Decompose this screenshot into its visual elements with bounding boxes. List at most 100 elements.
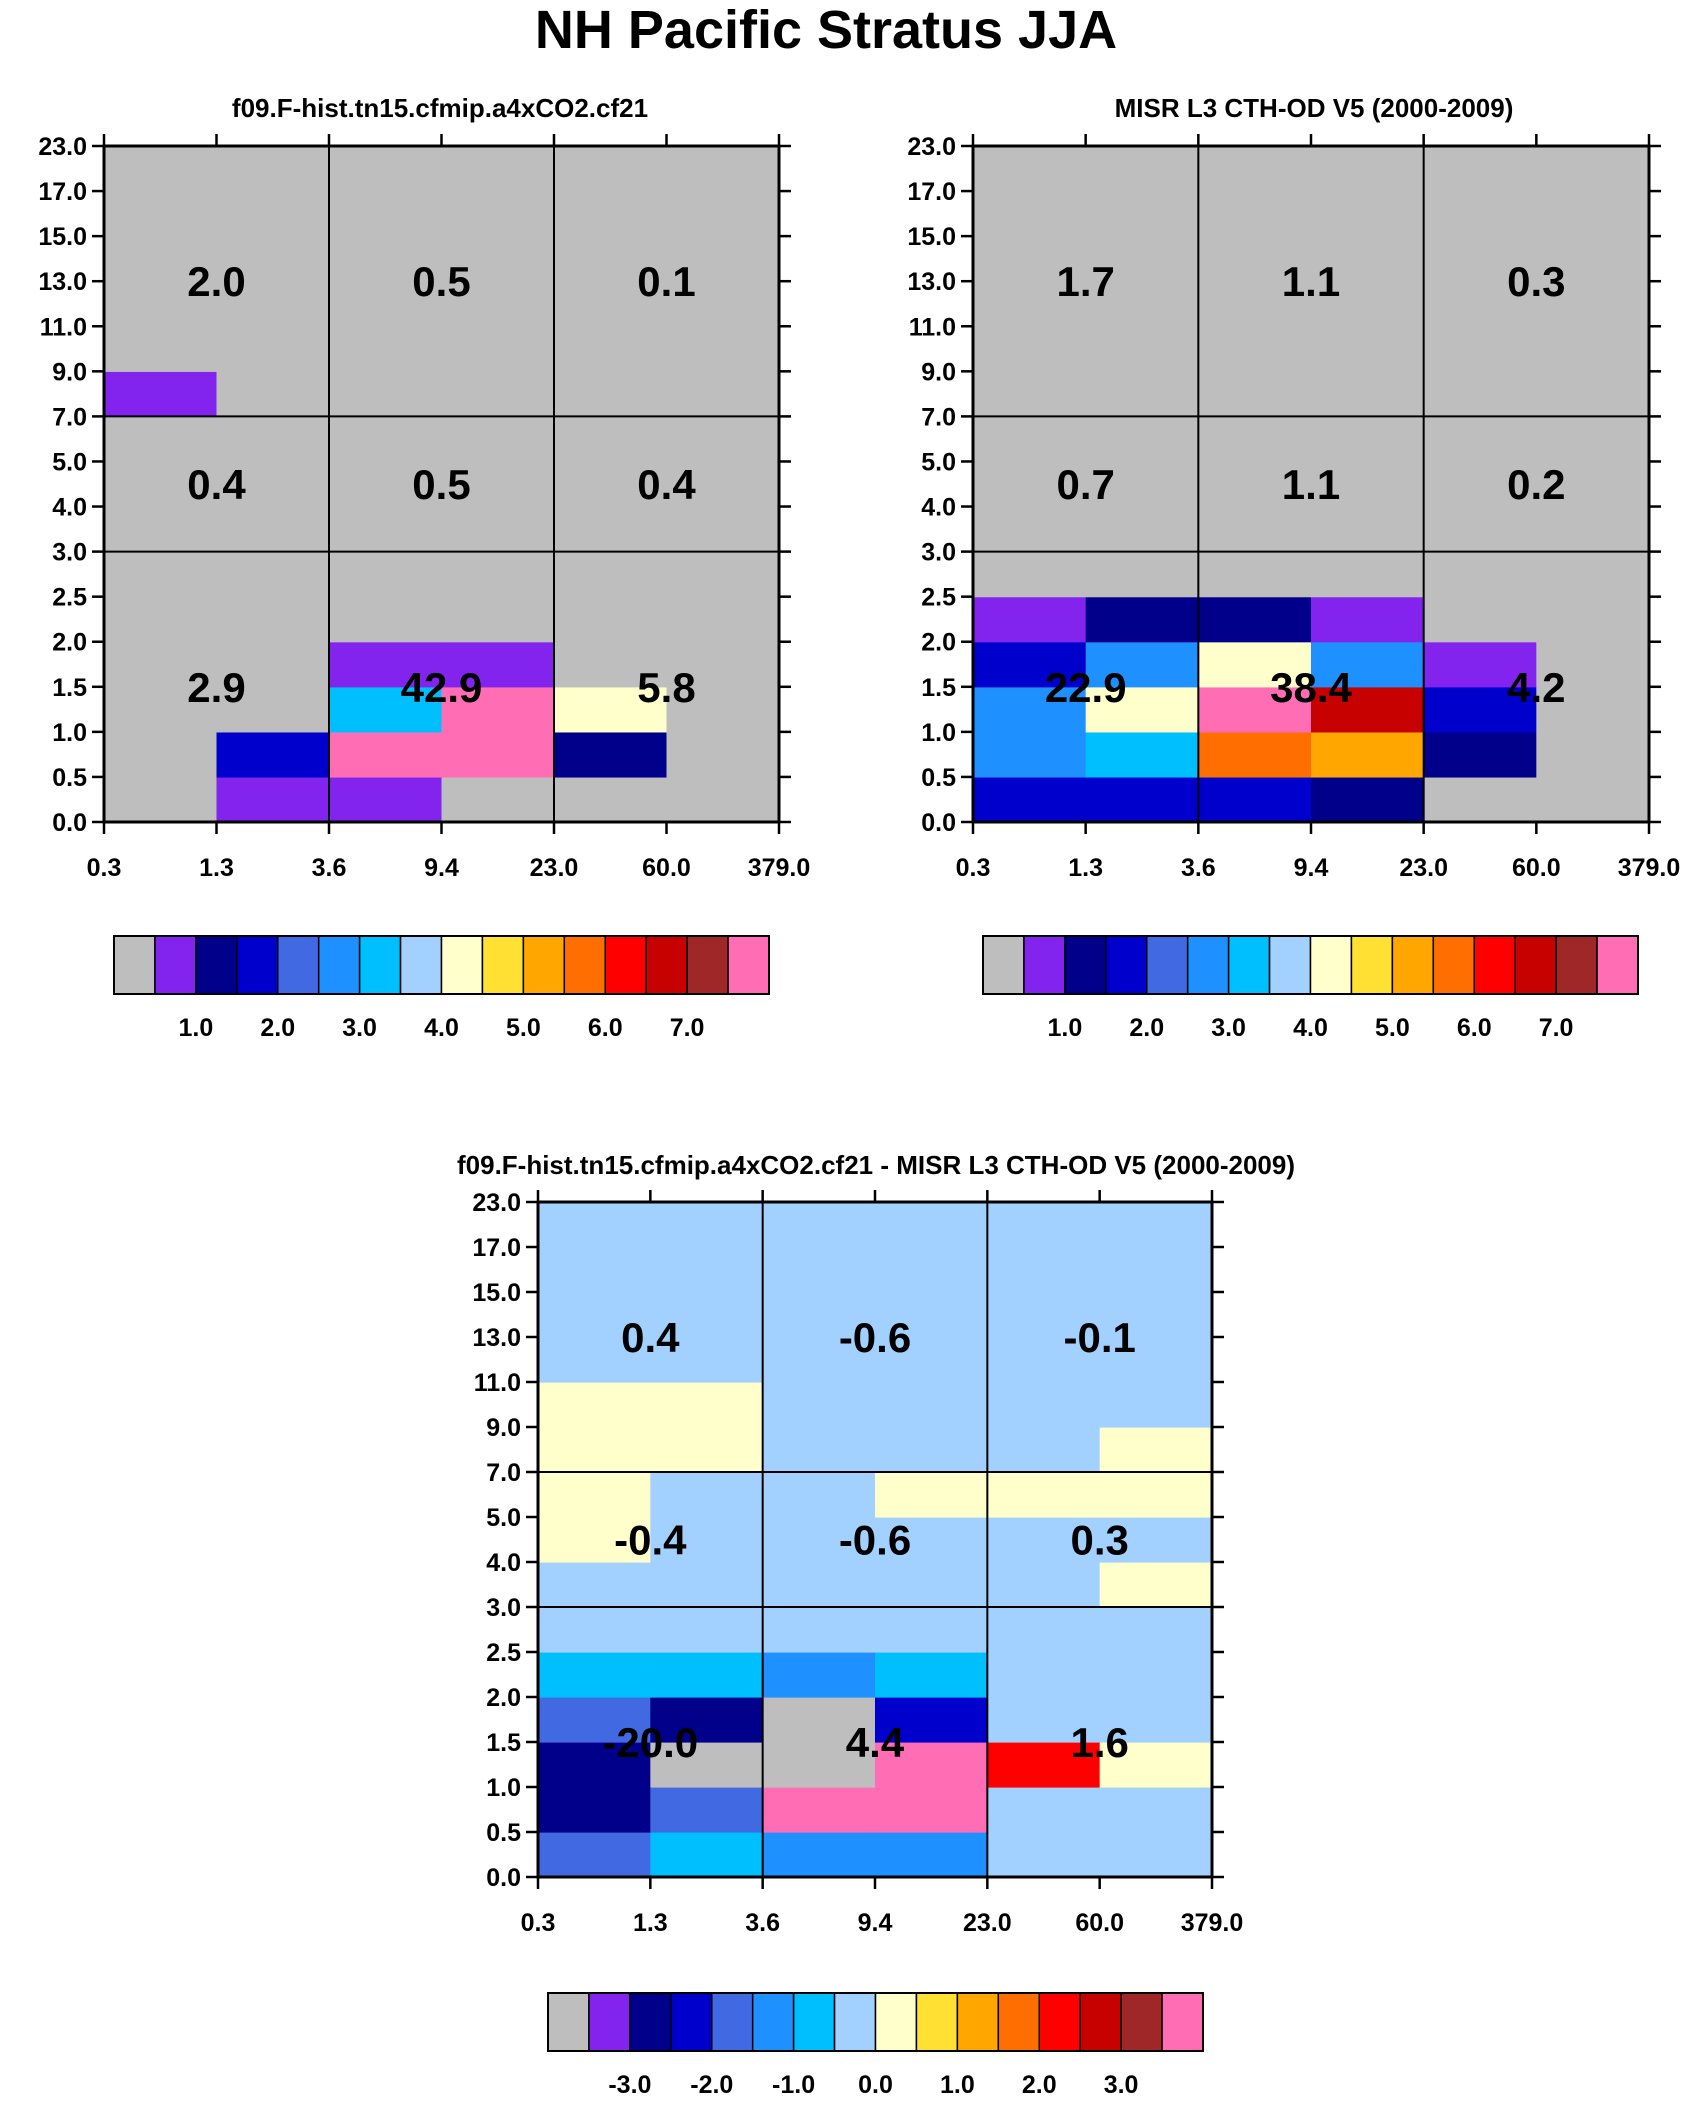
colorbar-label: 6.0 — [588, 1014, 623, 1042]
y-tick-label: 2.5 — [921, 584, 956, 612]
heatmap-cell — [104, 686, 218, 733]
heatmap-cell — [1198, 641, 1312, 688]
heatmap-cell — [538, 1382, 651, 1428]
heatmap-cell — [666, 461, 780, 508]
x-tick-label: 0.3 — [521, 1909, 556, 1937]
y-tick-label: 2.0 — [52, 629, 87, 657]
y-tick-label: 11.0 — [40, 313, 87, 341]
heatmap-cell — [973, 416, 1087, 463]
heatmap-cell — [1536, 326, 1650, 372]
colorbar-swatch — [358, 935, 402, 995]
heatmap-cell — [1198, 146, 1312, 192]
heatmap-cell — [1085, 326, 1199, 372]
heatmap-cell — [538, 1832, 651, 1878]
y-tick-label: 17.0 — [907, 178, 956, 206]
heatmap-cell — [987, 1247, 1101, 1293]
heatmap-cell — [875, 1562, 988, 1608]
heatmap-cell — [538, 1742, 651, 1788]
heatmap-cell — [216, 416, 330, 463]
heatmap-cell — [554, 236, 668, 282]
y-tick-label: 9.0 — [486, 1414, 521, 1442]
box-value-label: 0.5 — [412, 258, 470, 305]
colorbar-swatch — [440, 935, 484, 995]
colorbar-swatch — [604, 935, 647, 995]
heatmap-cell — [216, 326, 330, 372]
heatmap-cell — [216, 146, 330, 192]
heatmap-cell — [875, 1472, 988, 1518]
heatmap-cell — [329, 731, 443, 778]
y-tick-label: 9.0 — [52, 358, 87, 386]
heatmap-cell — [666, 416, 780, 463]
heatmap-cell — [1423, 596, 1537, 643]
heatmap-cell — [554, 281, 668, 327]
heatmap-cell — [987, 1472, 1101, 1518]
heatmap-cell — [538, 1697, 651, 1743]
heatmap-cell — [973, 506, 1087, 553]
heatmap-cell — [104, 461, 218, 508]
heatmap-cell — [554, 641, 668, 688]
x-tick-label: 60.0 — [1075, 1909, 1124, 1937]
y-tick-label: 23.0 — [907, 133, 956, 161]
y-tick-label: 0.5 — [921, 764, 956, 792]
heatmap-cell — [762, 1607, 876, 1653]
heatmap-cell — [987, 1787, 1101, 1833]
heatmap-cell — [104, 776, 218, 823]
heatmap-cell — [554, 506, 668, 553]
heatmap-cell — [650, 1697, 764, 1743]
box-value-label: 4.2 — [1507, 664, 1565, 711]
colorbar-swatch — [1555, 935, 1598, 995]
box-value-label: 22.9 — [1045, 664, 1127, 711]
colorbar-swatch — [727, 935, 770, 995]
y-tick-label: 5.0 — [52, 448, 87, 476]
heatmap-cell — [1311, 731, 1425, 778]
colorbar-label: 3.0 — [1211, 1014, 1246, 1042]
heatmap-cell — [554, 371, 668, 417]
heatmap-cell — [666, 191, 780, 237]
heatmap-cell — [1536, 506, 1650, 553]
heatmap-cell — [329, 776, 443, 823]
heatmap-cell — [1536, 461, 1650, 508]
heatmap-cell — [650, 1607, 764, 1653]
box-value-label: 0.3 — [1507, 258, 1565, 305]
heatmap-cell — [762, 1427, 876, 1473]
heatmap-cell — [1423, 731, 1537, 778]
heatmap-cell — [538, 1607, 651, 1653]
heatmap-cell — [104, 641, 218, 688]
heatmap-cell — [987, 1382, 1101, 1428]
x-tick-label: 3.6 — [1181, 854, 1216, 882]
colorbar-frame — [982, 935, 1639, 995]
box-value-label: 2.9 — [187, 664, 245, 711]
heatmap-cell — [1536, 191, 1650, 237]
heatmap-cell — [1198, 326, 1312, 372]
heatmap-cell — [538, 1247, 651, 1293]
y-tick-label: 0.0 — [52, 809, 87, 837]
heatmap-cell — [329, 686, 443, 733]
colorbar-swatch — [236, 935, 279, 995]
y-tick-label: 3.0 — [52, 539, 87, 567]
y-tick-label: 4.0 — [52, 494, 87, 522]
x-tick-label: 379.0 — [1181, 1909, 1244, 1937]
heatmap-cell — [1423, 506, 1537, 553]
heatmap-cell — [538, 1202, 651, 1248]
x-tick-label: 379.0 — [1618, 854, 1681, 882]
heatmap-cell — [1198, 776, 1312, 823]
x-tick-label: 9.4 — [858, 1909, 893, 1937]
colorbar-label: -3.0 — [608, 2071, 651, 2099]
heatmap-cell — [875, 1787, 988, 1833]
box-value-label: 1.1 — [1282, 461, 1340, 508]
heatmap-cell — [104, 506, 218, 553]
box-value-label: 42.9 — [401, 664, 483, 711]
heatmap-cell — [650, 1202, 764, 1248]
heatmap-cell — [1423, 416, 1537, 463]
colorbar-swatch — [522, 935, 566, 995]
heatmap-cell — [762, 1787, 876, 1833]
heatmap-cell — [538, 1517, 651, 1563]
y-tick-label: 7.0 — [486, 1459, 521, 1487]
heatmap-cell — [650, 1382, 764, 1428]
heatmap-cell — [554, 146, 668, 192]
heatmap-cell — [441, 461, 555, 508]
colorbar-label: 1.0 — [1048, 1014, 1083, 1042]
x-tick-label: 9.4 — [424, 854, 459, 882]
x-tick-label: 1.3 — [1068, 854, 1103, 882]
heatmap-cell — [762, 1652, 876, 1698]
